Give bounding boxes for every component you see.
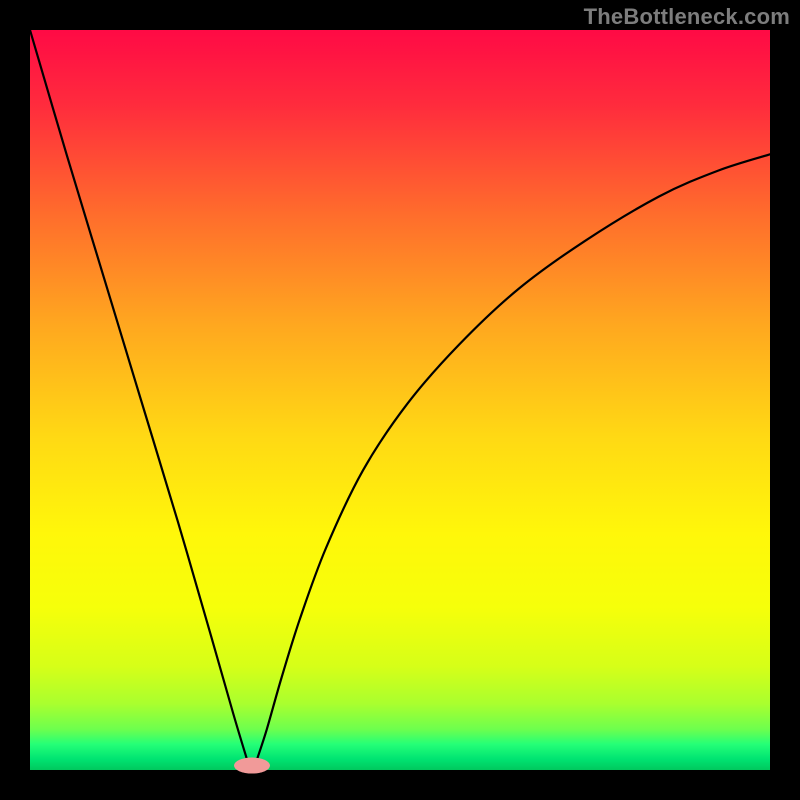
stage: TheBottleneck.com xyxy=(0,0,800,800)
watermark-text: TheBottleneck.com xyxy=(584,4,790,30)
dip-marker xyxy=(234,758,270,774)
chart-svg xyxy=(0,0,800,800)
